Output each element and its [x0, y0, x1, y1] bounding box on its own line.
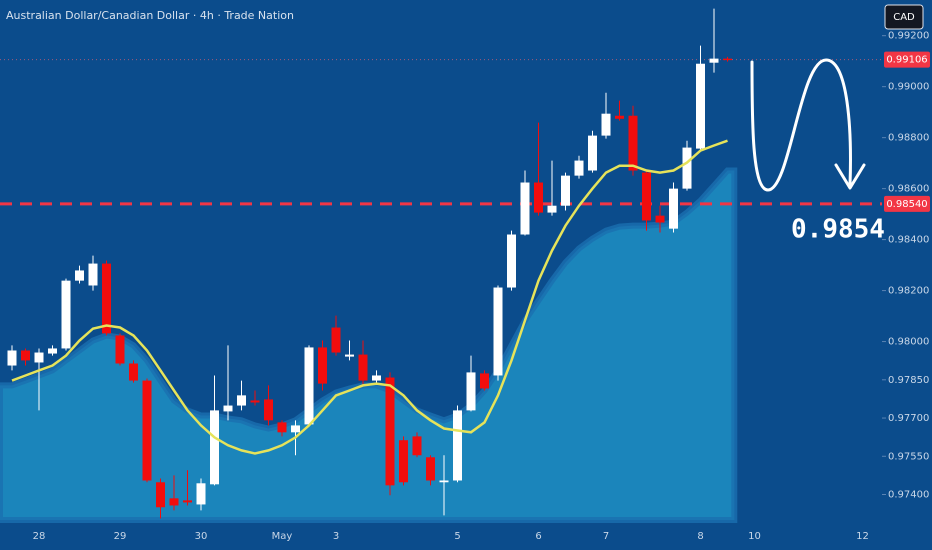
candle-body — [493, 287, 503, 376]
candle-body — [655, 215, 665, 223]
x-tick-label: 7 — [603, 531, 609, 542]
last-price-tag — [884, 51, 930, 68]
candle-body — [88, 263, 98, 286]
candle-body — [291, 425, 300, 433]
candle-body — [318, 347, 327, 384]
x-tick-label: 30 — [195, 531, 208, 542]
x-tick-label: 10 — [748, 531, 761, 542]
candle-body — [372, 375, 381, 381]
candle-body — [21, 350, 30, 361]
x-tick-label: 8 — [697, 531, 703, 542]
y-tick-label: 0.97550 — [888, 451, 929, 462]
x-tick-label: 5 — [454, 531, 460, 542]
candle-body — [480, 373, 489, 389]
x-tick-label: 3 — [333, 531, 339, 542]
candle-body — [75, 270, 84, 281]
x-tick-label: 29 — [114, 531, 127, 542]
candle-body — [196, 483, 206, 505]
y-tick-label: 0.97700 — [888, 413, 929, 424]
candle-body — [142, 380, 152, 481]
candle-body — [628, 115, 638, 171]
candle-body — [588, 135, 597, 171]
candle-body — [358, 354, 368, 381]
y-tick-label: 0.98200 — [888, 286, 929, 297]
candle-body — [669, 188, 678, 229]
level-tag — [884, 195, 930, 212]
candle-body — [601, 113, 611, 136]
y-tick-label: 0.99000 — [888, 82, 929, 93]
candle-body — [264, 399, 273, 421]
candle-body — [345, 354, 354, 357]
candle-body — [723, 58, 732, 61]
candle-body — [399, 440, 408, 483]
candle-body — [304, 347, 314, 425]
moving-average — [11, 139, 728, 455]
candle-body — [331, 327, 341, 353]
candle-body — [169, 498, 179, 506]
y-tick-label: 0.98800 — [888, 133, 929, 144]
candle-body — [156, 482, 165, 508]
candle-body — [507, 234, 516, 288]
x-tick-label: May — [272, 531, 293, 542]
candle-body — [412, 436, 422, 456]
candle-body — [385, 377, 395, 486]
y-tick-label: 0.98400 — [888, 235, 929, 246]
x-tick-label: 12 — [856, 531, 869, 542]
candle-body — [250, 400, 260, 403]
candle-body — [7, 350, 17, 366]
candle-body — [426, 457, 435, 481]
chart-title: Australian Dollar/Canadian Dollar · 4h ·… — [6, 9, 294, 22]
candle-body — [547, 205, 557, 213]
candle-body — [642, 172, 651, 221]
x-tick-label: 28 — [33, 531, 46, 542]
x-tick-label: 6 — [535, 531, 541, 542]
level-annotation: 0.9854 — [791, 215, 885, 245]
candle-body — [453, 410, 462, 481]
y-tick-label: 0.98000 — [888, 337, 929, 348]
candle-body — [210, 410, 219, 485]
level-label: 0.98540 — [886, 199, 927, 210]
candle-body — [520, 182, 530, 235]
arrow-head — [834, 163, 866, 190]
candle-body — [615, 115, 624, 119]
candle-body — [466, 372, 476, 411]
candle-body — [115, 335, 125, 364]
y-tick-label: 0.99200 — [888, 31, 929, 42]
last-price-label: 0.99106 — [886, 55, 927, 66]
candle-body — [709, 58, 719, 63]
currency-box[interactable] — [884, 4, 924, 30]
candle-body — [534, 182, 543, 213]
candle-body — [439, 480, 449, 483]
candle-body — [183, 500, 192, 503]
candle-body — [61, 280, 71, 349]
candle-body — [223, 405, 233, 412]
candle-body — [696, 63, 705, 149]
y-tick-label: 0.97400 — [888, 490, 929, 501]
area-fill — [0, 167, 738, 523]
y-tick-label: 0.97850 — [888, 375, 929, 386]
candle-body — [682, 147, 692, 189]
y-tick-label: 0.98600 — [888, 184, 929, 195]
candle-body — [34, 352, 44, 363]
forecast-arrow — [750, 58, 852, 192]
candle-body — [129, 363, 138, 381]
currency-label[interactable]: CAD — [893, 12, 915, 23]
candle-body — [277, 422, 287, 433]
candle-body — [561, 175, 570, 206]
candle-body — [48, 348, 57, 354]
plot-area — [0, 8, 882, 523]
candle-body — [237, 395, 246, 406]
candle-body — [574, 160, 584, 176]
candle-body — [102, 263, 111, 334]
